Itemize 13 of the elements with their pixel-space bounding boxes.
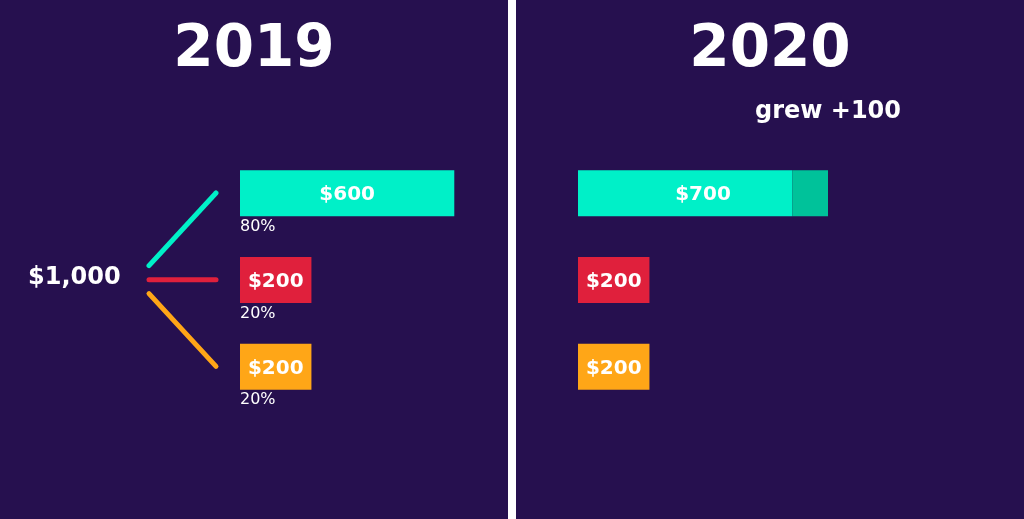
annotation: 80% [240,215,276,235]
data-label: $200 [585,268,642,292]
text: $1,000 [28,262,121,290]
chart-title: 2019 [173,12,335,80]
data-label: $600 [319,181,375,206]
chart-title: 2020 [689,12,851,80]
text: grew +100 [754,96,902,124]
data-label: $200 [247,268,304,292]
annotation: 20% [240,302,276,322]
total-label: $700 [675,181,731,206]
data-label: $200 [585,354,642,379]
data-label: $200 [247,354,304,379]
annotation: 20% [240,389,276,409]
